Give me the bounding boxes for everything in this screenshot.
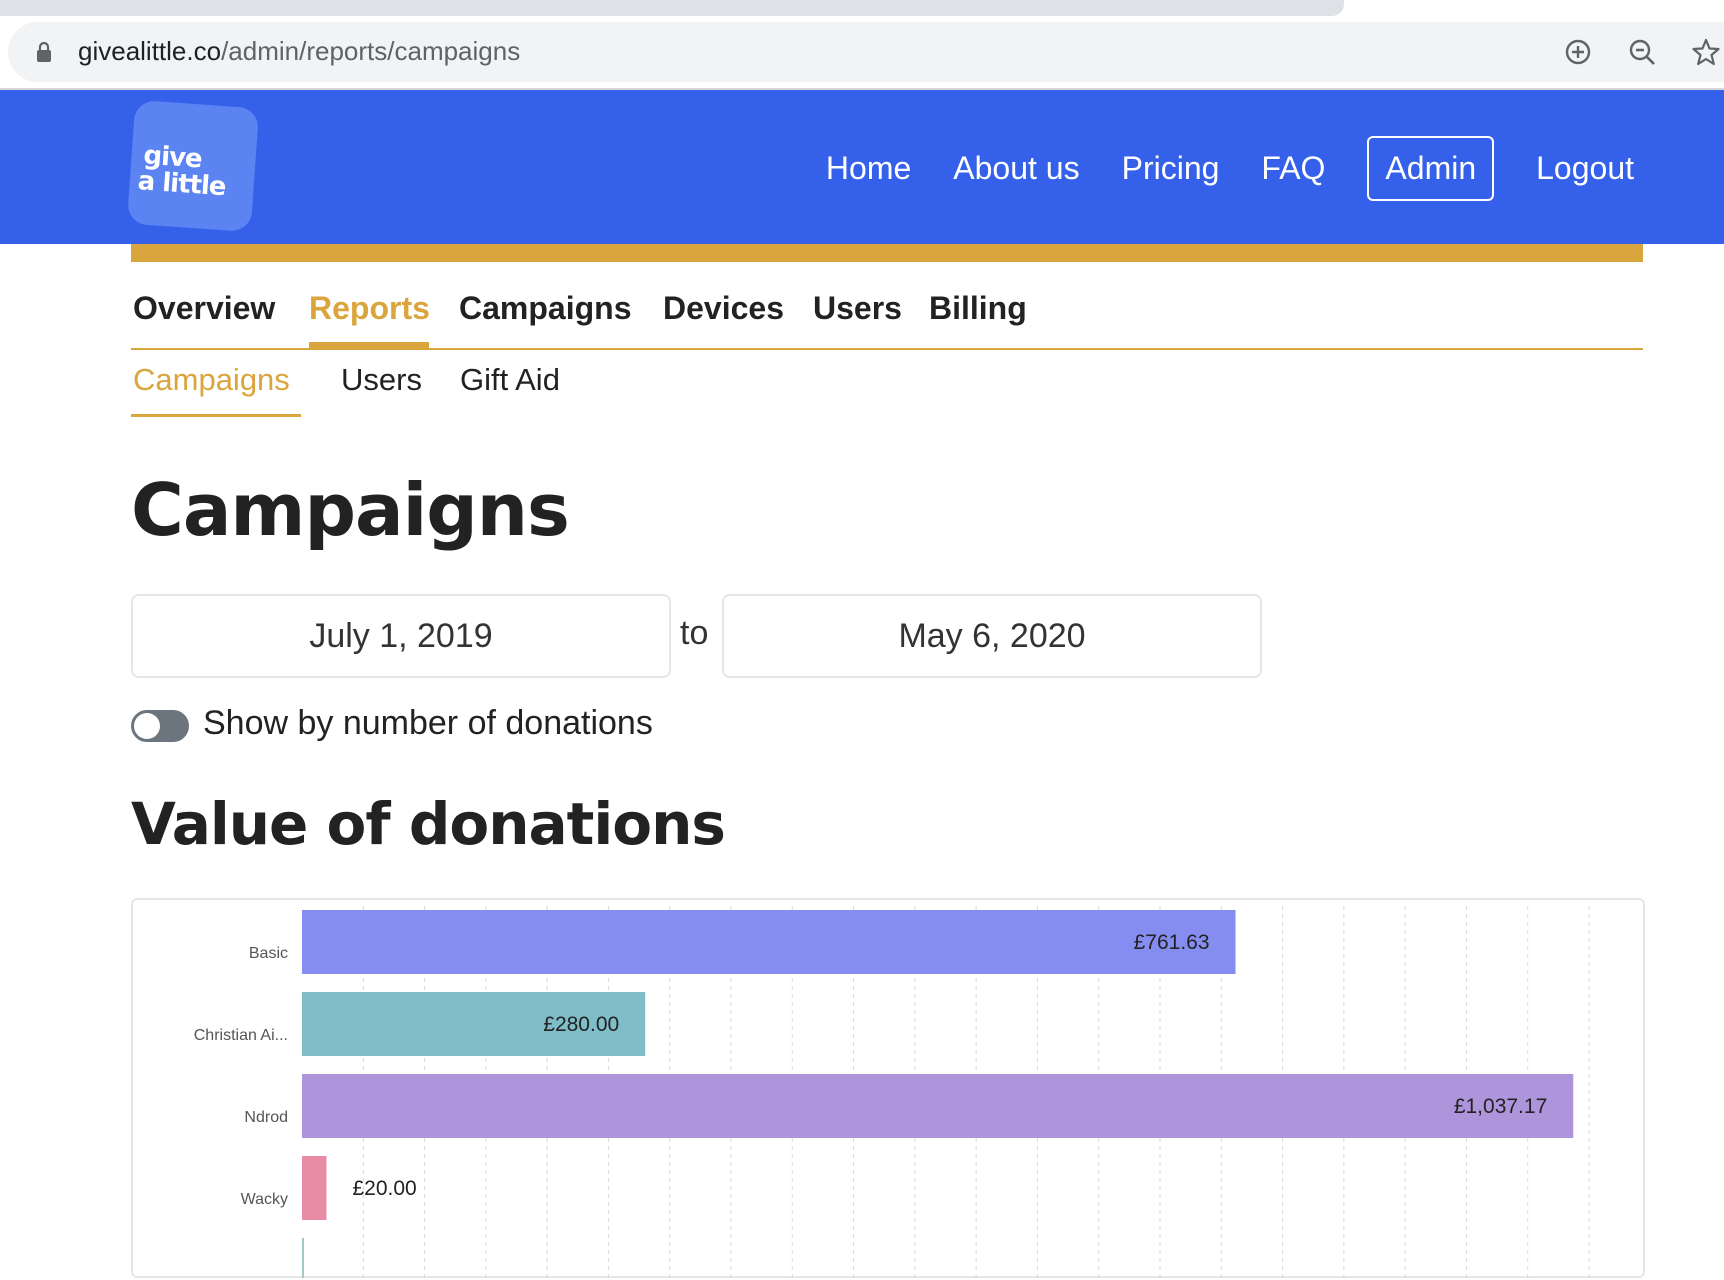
toggle-knob: [134, 713, 160, 739]
tab-users[interactable]: Users: [813, 290, 902, 326]
address-bar[interactable]: givealittle.co/admin/reports/campaigns: [8, 22, 1724, 82]
category-label: Wacky: [241, 1191, 288, 1208]
donations-chart-card: Basic £761.63 Christian Ai... £280.00 Ndrod £…: [131, 898, 1645, 1280]
tab-reports[interactable]: Reports: [309, 290, 430, 326]
active-tab-indicator: [309, 342, 429, 348]
nav-faq[interactable]: FAQ: [1261, 150, 1326, 186]
bar-3[interactable]: [302, 1156, 327, 1220]
section-title: Value of donations: [131, 790, 726, 858]
logo[interactable]: give a little: [126, 99, 260, 233]
date-to-input[interactable]: May 6, 2020: [722, 594, 1262, 678]
nav-pricing[interactable]: Pricing: [1121, 150, 1220, 186]
accent-bar: [131, 244, 1643, 262]
data-label: £1,037.17: [1454, 1095, 1547, 1118]
donation-count-toggle[interactable]: [131, 710, 189, 742]
page-title: Campaigns: [131, 468, 570, 552]
site-header: give a little Home About us Pricing FAQ …: [0, 90, 1724, 244]
add-circle-icon[interactable]: [1560, 34, 1596, 70]
data-label: £280.00: [543, 1013, 619, 1036]
data-label: £761.63: [1134, 931, 1210, 954]
url-path: /admin/reports/campaigns: [221, 36, 521, 66]
tab-devices[interactable]: Devices: [663, 290, 784, 326]
subtab-gift-aid[interactable]: Gift Aid: [460, 362, 560, 397]
nav-logout[interactable]: Logout: [1536, 150, 1634, 186]
browser-tab-strip: [0, 0, 1724, 20]
donations-bar-chart: Basic £761.63 Christian Ai... £280.00 Ndrod £…: [194, 906, 1590, 1280]
url-host: givealittle.co: [78, 36, 222, 66]
date-range-separator: to: [680, 614, 709, 652]
bar-0[interactable]: [302, 910, 1236, 974]
tab-overview[interactable]: Overview: [133, 290, 276, 326]
tab-billing[interactable]: Billing: [929, 290, 1027, 326]
date-from-input[interactable]: July 1, 2019: [131, 594, 671, 678]
data-label: £20.00: [353, 1177, 417, 1200]
toggle-label: Show by number of donations: [203, 704, 653, 742]
nav-admin[interactable]: Admin: [1367, 136, 1495, 201]
category-label: Christian Ai...: [194, 1027, 288, 1044]
subtab-users[interactable]: Users: [341, 362, 422, 397]
subtab-campaigns[interactable]: Campaigns: [133, 362, 290, 397]
lock-icon: [37, 42, 51, 62]
main-nav: Home About us Pricing FAQ Admin Logout: [826, 136, 1634, 201]
tab-campaigns[interactable]: Campaigns: [459, 290, 632, 326]
nav-about-us[interactable]: About us: [953, 150, 1080, 186]
logo-line-2: a little: [136, 166, 227, 203]
zoom-out-icon[interactable]: [1624, 34, 1660, 70]
category-label: Ndrod: [244, 1109, 288, 1126]
browser-tab[interactable]: [0, 0, 1344, 16]
bar-1[interactable]: [302, 992, 646, 1056]
chrome-divider: [0, 88, 1724, 90]
bar-next-partial: [302, 1238, 304, 1278]
category-label: Basic: [249, 945, 288, 962]
url-text[interactable]: givealittle.co/admin/reports/campaigns: [78, 36, 520, 67]
active-subtab-indicator: [131, 414, 301, 417]
nav-home[interactable]: Home: [825, 150, 912, 186]
star-icon[interactable]: [1688, 34, 1724, 70]
admin-tabs: Overview Reports Campaigns Devices Users…: [131, 290, 1643, 350]
bar-2[interactable]: [302, 1074, 1574, 1138]
